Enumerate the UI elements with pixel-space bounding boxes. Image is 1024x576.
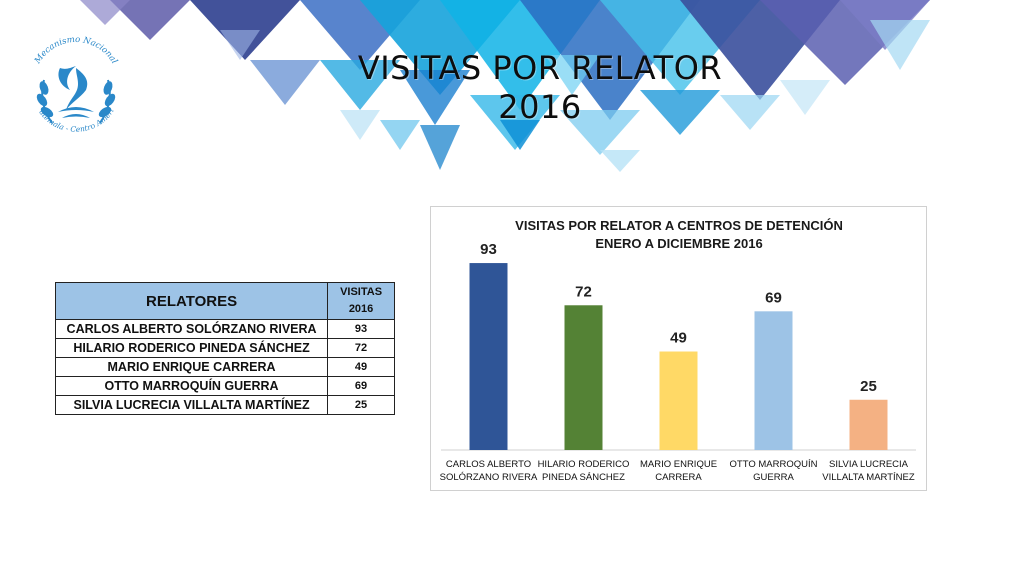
header-visitas-year: 2016 [348,303,374,315]
bar-chart-svg: VISITAS POR RELATOR A CENTROS DE DETENCI… [440,218,916,483]
category-label: CARRERA [655,472,702,483]
header-visitas-label: VISITAS [340,286,383,298]
banner-triangle [420,125,460,170]
category-label: HILARIO RODERICO [538,459,630,470]
page-title: VISITAS POR RELATOR [357,49,723,87]
header-visitas: VISITAS 2016 [327,282,395,320]
relator-name: OTTO MARROQUÍN GUERRA [54,376,329,396]
relator-visits: 69 [327,376,395,396]
relator-name: HILARIO RODERICO PINEDA SÁNCHEZ [54,338,329,358]
bar [469,263,508,450]
bar-chart: VISITAS POR RELATOR A CENTROS DE DETENCI… [430,206,927,491]
category-label: CARLOS ALBERTO [446,459,531,470]
banner-triangle [400,70,470,125]
chart-title: VISITAS POR RELATOR A CENTROS DE DETENCI… [515,218,843,233]
banner-triangle [110,0,190,40]
banner-triangle [780,80,830,115]
relatores-table: RELATORES VISITAS 2016 CARLOS ALBERTO SO… [54,282,395,415]
banner-triangle [500,120,540,150]
header-relatores: RELATORES [54,282,329,320]
relator-name: CARLOS ALBERTO SOLÓRZANO RIVERA [54,319,329,339]
category-label: PINEDA SÁNCHEZ [542,472,625,483]
category-label: GUERRA [753,472,794,483]
category-label: SILVIA LUCRECIA [829,459,909,470]
table-row: MARIO ENRIQUE CARRERA 49 [54,357,395,377]
banner-triangle [250,60,320,105]
data-label: 93 [480,241,497,258]
banner-triangle [870,20,930,70]
category-label: OTTO MARROQUÍN [730,459,818,470]
category-label: VILLALTA MARTÍNEZ [822,472,915,483]
relator-visits: 25 [327,395,395,415]
banner-triangle [380,120,420,150]
table-row: CARLOS ALBERTO SOLÓRZANO RIVERA 93 [54,319,395,339]
banner-triangle [560,110,640,155]
logo-text-top: Mecanismo Nacional [32,35,119,67]
table-row: HILARIO RODERICO PINEDA SÁNCHEZ 72 [54,338,395,358]
relator-visits: 93 [327,319,395,339]
bar [564,305,603,450]
svg-text:Mecanismo Nacional: Mecanismo Nacional [32,35,119,67]
bar [659,351,698,450]
data-label: 49 [670,330,687,347]
banner-triangle [320,60,400,110]
category-label: SOLÓRZANO RIVERA [440,472,538,483]
bar [849,399,888,450]
data-label: 72 [575,283,592,300]
banner-triangle [640,90,720,135]
data-label: 69 [765,289,782,306]
relator-name: SILVIA LUCRECIA VILLALTA MARTÍNEZ [54,395,329,415]
banner-triangle [80,0,130,25]
bar [754,311,793,450]
banner-triangle [600,150,640,172]
organization-logo: Mecanismo Nacional Guatemala - Centro Am… [20,28,119,134]
banner-triangle [720,95,780,130]
banner-triangle [340,110,380,140]
plot-area: 93 CARLOS ALBERTO SOLÓRZANO RIVERA 72 HILARI… [440,241,916,483]
header-banner [80,0,930,172]
relator-visits: 49 [327,357,395,377]
page-title-year: 2016 [498,88,582,126]
data-label: 25 [860,378,877,395]
banner-triangle [545,55,600,95]
table-row: OTTO MARROQUÍN GUERRA 69 [54,376,395,396]
chart-subtitle: ENERO A DICIEMBRE 2016 [595,236,762,251]
banner-triangle [220,30,260,60]
table-header-row: RELATORES VISITAS 2016 [54,282,395,320]
relator-name: MARIO ENRIQUE CARRERA [54,357,329,377]
relator-visits: 72 [327,338,395,358]
category-label: MARIO ENRIQUE [640,459,717,470]
table-row: SILVIA LUCRECIA VILLALTA MARTÍNEZ 25 [54,395,395,415]
